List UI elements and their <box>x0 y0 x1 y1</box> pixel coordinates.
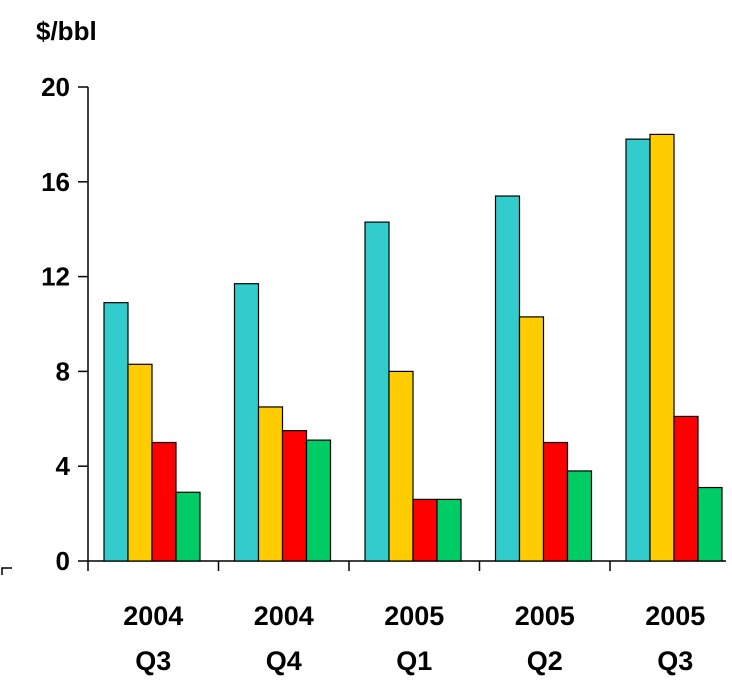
x-tick-label: Q3 <box>657 646 693 676</box>
bars <box>103 133 723 562</box>
y-axis-label: $/bbl <box>36 16 97 46</box>
bar <box>305 439 332 562</box>
x-tick-label: Q4 <box>266 646 302 676</box>
bar <box>697 486 723 562</box>
bar <box>257 406 284 562</box>
y-tick-label: 8 <box>56 356 70 386</box>
x-tick-label: Q2 <box>527 646 563 676</box>
x-tick-label: 2005 <box>384 601 444 631</box>
bar <box>412 498 438 562</box>
x-tick-labels: 2004 Q3 2004 Q4 2005 Q1 2005 Q2 2005 Q3 <box>123 601 705 676</box>
bar <box>175 491 201 562</box>
bar <box>436 498 462 562</box>
x-tick-label: Q1 <box>396 646 432 676</box>
bar <box>388 370 414 562</box>
y-tick-label: 16 <box>41 167 70 197</box>
y-tick-label: 12 <box>41 262 70 292</box>
axis-corner-mark <box>1 567 12 575</box>
bar <box>127 363 153 562</box>
bar <box>542 441 569 562</box>
x-tick-label: Q3 <box>135 646 171 676</box>
bar <box>566 470 593 562</box>
x-tick-label: 2005 <box>515 601 575 631</box>
x-tick-label: 2004 <box>123 601 183 631</box>
bar <box>625 138 651 562</box>
y-tick-labels: 0 4 8 12 16 20 <box>41 72 70 576</box>
bar <box>518 316 545 562</box>
bar <box>103 302 129 562</box>
y-tick-label: 0 <box>56 546 70 576</box>
y-tick-label: 4 <box>56 451 71 481</box>
bar <box>649 133 675 562</box>
bar <box>233 283 260 562</box>
x-tick-label: 2005 <box>645 601 705 631</box>
bar <box>151 441 177 562</box>
bar <box>364 221 390 562</box>
x-tick-label: 2004 <box>254 601 314 631</box>
bar <box>281 430 308 562</box>
bar <box>673 415 699 562</box>
bar <box>494 195 521 562</box>
y-tick-label: 20 <box>41 72 70 102</box>
